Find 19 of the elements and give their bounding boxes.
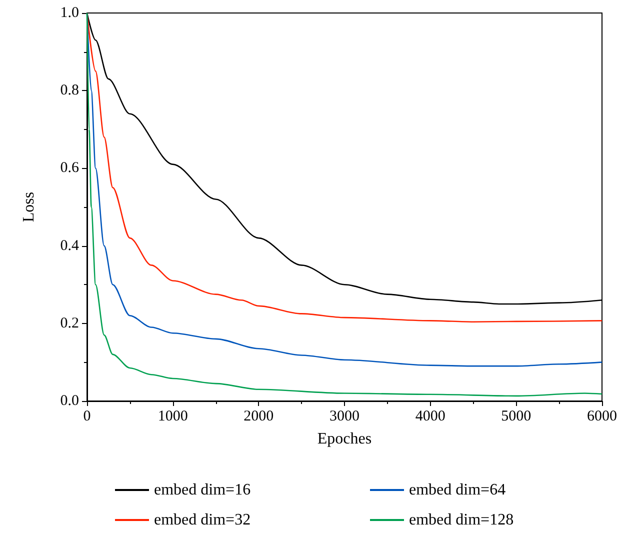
x-tick-label: 1000	[158, 408, 188, 424]
legend-label: embed dim=64	[409, 482, 506, 498]
x-tick-label: 6000	[587, 408, 617, 424]
x-tick-label: 2000	[244, 408, 274, 424]
x-tick-label: 0	[83, 408, 91, 424]
y-tick-label: 0.6	[60, 160, 80, 176]
x-tick-label: 4000	[415, 408, 446, 424]
y-axis-title: Loss	[20, 192, 38, 222]
legend-label: embed dim=16	[154, 482, 251, 498]
x-axis-title: Epoches	[317, 430, 372, 448]
x-tick-label: 3000	[330, 408, 360, 424]
x-tick-label: 5000	[501, 408, 532, 424]
y-tick-label: 0.8	[60, 82, 79, 99]
legend-label: embed dim=128	[409, 512, 514, 528]
y-tick-label: 0.2	[60, 315, 79, 332]
legend-label: embed dim=32	[154, 512, 251, 528]
y-tick-label: 0.0	[60, 393, 79, 409]
y-tick-label: 0.4	[60, 238, 80, 254]
y-tick-label: 1.0	[60, 5, 79, 21]
